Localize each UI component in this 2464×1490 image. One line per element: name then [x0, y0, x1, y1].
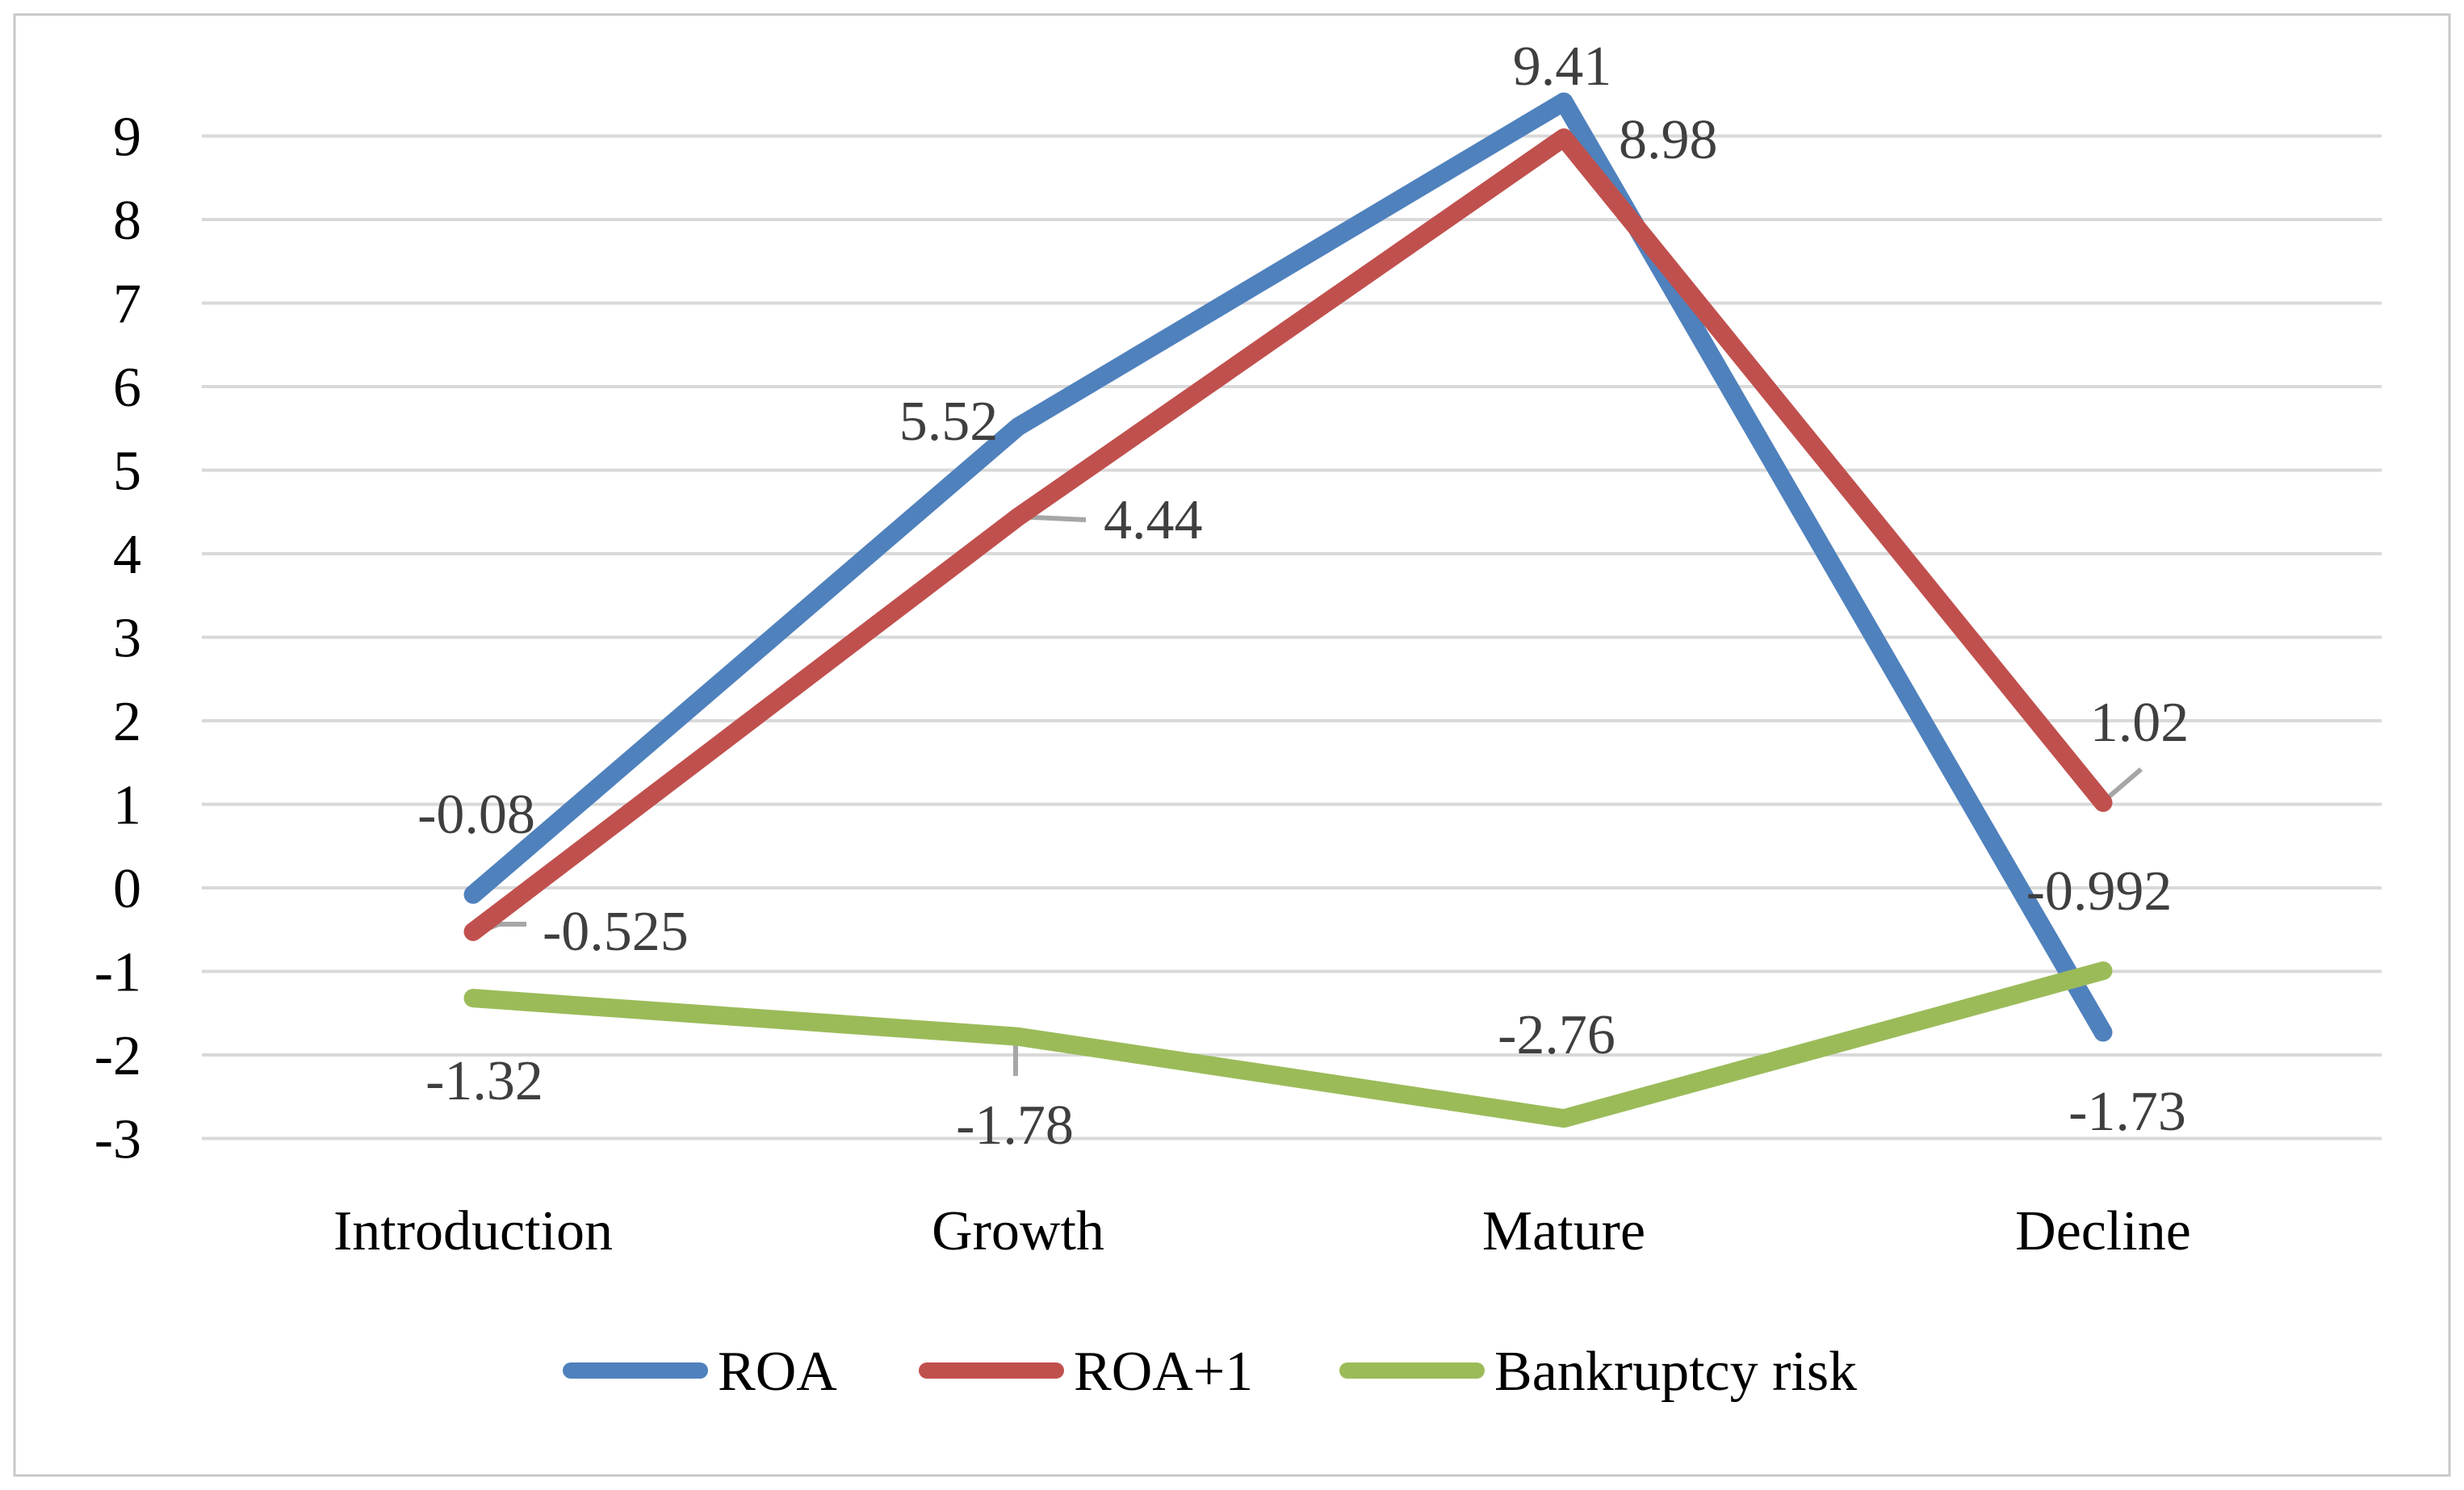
- y-axis-tick-label: 7: [113, 274, 141, 336]
- data-label-roa-decline: -1.73: [2068, 1081, 2186, 1143]
- y-axis-tick-label: 1: [113, 775, 141, 837]
- legend-label-roa-1: ROA+1: [1074, 1341, 1253, 1403]
- x-category-label-growth: Growth: [932, 1200, 1104, 1262]
- data-label-roa-introduction: -0.08: [417, 784, 535, 846]
- legend-swatch-bankruptcy-risk: [1339, 1362, 1485, 1379]
- series-line-roa: [463, 92, 2113, 1042]
- figure-border: [13, 13, 2451, 1477]
- legend-swatch-roa-1: [919, 1362, 1064, 1379]
- y-axis-tick-label: -2: [94, 1025, 141, 1087]
- legend-label-roa: ROA: [718, 1341, 837, 1403]
- data-label-roa-mature: 9.41: [1513, 36, 1612, 98]
- y-axis-tick-label: 3: [113, 608, 141, 670]
- y-axis-tick-label: -3: [94, 1109, 141, 1171]
- legend-swatch-roa: [563, 1362, 708, 1379]
- legend-item-roa-1: ROA+1: [919, 1341, 1253, 1403]
- data-labels: -0.08 5.52 9.41 -1.73 -0.525 4.44 8.98 1.02 -1.3…: [417, 36, 2189, 1157]
- y-axis-tick-label: 4: [113, 524, 141, 586]
- data-label-bankruptcy-risk-mature: -2.76: [1498, 1004, 1615, 1066]
- y-axis-tick-labels: 9 8 7 6 5 4 3 2 1 0 -1 -2 -3: [94, 107, 141, 1171]
- y-axis-tick-label: -1: [94, 942, 141, 1004]
- x-category-label-mature: Mature: [1482, 1200, 1645, 1262]
- x-category-label-introduction: Introduction: [333, 1200, 613, 1262]
- data-label-roa-1-growth: 4.44: [1104, 489, 1203, 551]
- x-category-label-decline: Decline: [2015, 1200, 2191, 1262]
- legend-item-roa: ROA: [563, 1341, 837, 1403]
- legend-item-bankruptcy-risk: Bankruptcy risk: [1339, 1341, 1857, 1403]
- y-axis-tick-label: 9: [113, 107, 141, 169]
- legend: ROA ROA+1 Bankruptcy risk: [563, 1341, 1857, 1403]
- x-axis-category-labels: Introduction Growth Mature Decline: [333, 1200, 2191, 1262]
- y-axis-tick-label: 2: [113, 691, 141, 753]
- y-axis-tick-label: 6: [113, 357, 141, 419]
- data-label-bankruptcy-risk-growth: -1.78: [956, 1094, 1074, 1157]
- y-axis-tick-label: 0: [113, 858, 141, 920]
- data-label-roa-1-introduction: -0.525: [543, 901, 689, 963]
- legend-label-bankruptcy-risk: Bankruptcy risk: [1494, 1341, 1857, 1403]
- data-label-roa-1-decline: 1.02: [2090, 692, 2190, 754]
- series-lines: [463, 92, 2113, 1128]
- series-line-roa-1: [463, 128, 2113, 941]
- y-axis-tick-label: 5: [113, 441, 141, 503]
- data-label-bankruptcy-risk-decline: -0.992: [2026, 860, 2173, 923]
- data-label-roa-1-mature: 8.98: [1619, 109, 1718, 171]
- data-label-bankruptcy-risk-introduction: -1.32: [425, 1050, 543, 1112]
- y-axis-tick-label: 8: [113, 190, 141, 252]
- data-label-roa-growth: 5.52: [899, 391, 999, 453]
- series-line-bankruptcy-risk: [463, 961, 2113, 1128]
